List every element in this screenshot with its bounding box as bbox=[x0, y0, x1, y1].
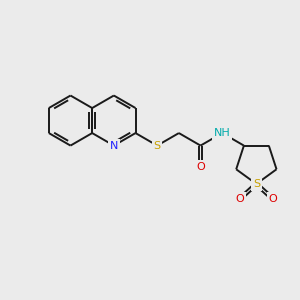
Text: O: O bbox=[196, 162, 205, 172]
Text: S: S bbox=[154, 141, 161, 151]
Text: O: O bbox=[268, 194, 277, 204]
Text: O: O bbox=[236, 194, 244, 204]
Text: NH: NH bbox=[214, 128, 231, 138]
Text: S: S bbox=[253, 179, 260, 189]
Text: N: N bbox=[110, 141, 118, 151]
